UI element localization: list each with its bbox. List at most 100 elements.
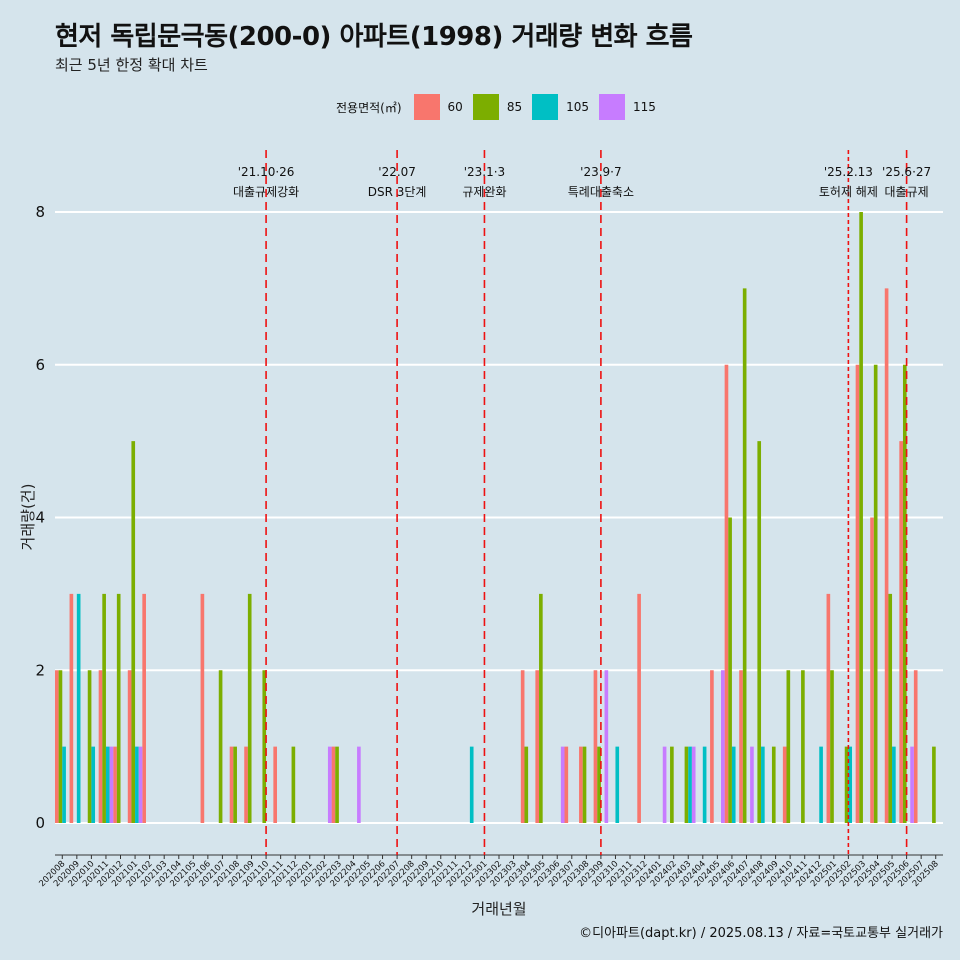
bar-115-202401 xyxy=(662,746,667,823)
legend-item-115: 115 xyxy=(599,94,656,120)
bar-85-202203 xyxy=(335,746,339,823)
y-tick-label: 2 xyxy=(35,661,45,679)
bar-105-202010 xyxy=(91,746,96,823)
bar-60-202203 xyxy=(331,746,336,823)
y-tick-label: 4 xyxy=(35,509,45,527)
bar-85-202506 xyxy=(902,364,907,823)
bar-60-202012 xyxy=(113,746,117,823)
bar-60-202501 xyxy=(826,593,831,823)
event-label-5: 토허제 해제 xyxy=(819,185,878,199)
bar-85-202411 xyxy=(801,670,805,823)
bar-115-202202 xyxy=(327,746,332,823)
bar-85-202011 xyxy=(102,593,106,823)
chart-title: 현저 독립문극동(200-0) 아파트(1998) 거래량 변화 흐름 xyxy=(55,22,693,52)
bar-60-202305 xyxy=(535,670,540,823)
y-tick-label: 0 xyxy=(35,814,45,832)
bar-60-202008 xyxy=(55,670,59,823)
event-label-6: 대출규제 xyxy=(885,185,929,199)
bar-105-202408 xyxy=(761,746,765,823)
bar-60-202109 xyxy=(244,746,248,823)
legend-swatch-60 xyxy=(413,94,440,120)
y-tick-label: 6 xyxy=(35,356,45,374)
bar-85-202502 xyxy=(844,746,849,823)
bar-60-202405 xyxy=(710,670,714,823)
bar-85-202402 xyxy=(670,746,674,823)
bar-60-202312 xyxy=(637,593,641,823)
bar-60-202507 xyxy=(913,670,918,823)
legend-swatch-115 xyxy=(599,94,625,120)
bar-115-202405 xyxy=(721,670,725,823)
event-date-1: '21.10·26 xyxy=(238,165,295,179)
source-caption: ©디아파트(dapt.kr) / 2025.08.13 / 자료=국토교통부 실… xyxy=(579,926,943,941)
bar-115-202407 xyxy=(750,746,754,823)
bar-105-202310 xyxy=(615,746,620,823)
bar-85-202309 xyxy=(597,746,601,823)
bar-85-202504 xyxy=(873,364,878,823)
y-tick-label: 8 xyxy=(35,203,45,221)
event-date-4: '23.9·7 xyxy=(580,165,621,179)
bar-85-202008 xyxy=(58,670,63,823)
chart-subtitle: 최근 5년 한정 확대 차트 xyxy=(55,56,208,74)
bar-60-202009 xyxy=(69,593,74,823)
event-label-1: 대출규제강화 xyxy=(233,185,299,199)
bar-60-202503 xyxy=(855,364,860,823)
bar-85-202112 xyxy=(291,746,296,823)
event-date-5: '25.2.13 xyxy=(824,165,873,179)
event-date-2: '22.07 xyxy=(378,165,416,179)
bar-85-202305 xyxy=(539,593,543,823)
bar-115-202309 xyxy=(604,670,609,823)
legend-label-105: 105 xyxy=(566,100,589,114)
bar-85-202010 xyxy=(87,670,92,823)
bar-85-202308 xyxy=(582,746,587,823)
legend: 전용면적(㎡) 60 85 105 115 xyxy=(336,93,666,121)
bar-105-202404 xyxy=(702,746,707,823)
bar-60-202407 xyxy=(739,670,743,823)
bar-105-202011 xyxy=(105,746,110,823)
bar-60-202102 xyxy=(142,593,146,823)
bar-60-202308 xyxy=(579,746,583,823)
legend-title: 전용면적(㎡) xyxy=(336,100,402,115)
bar-60-202106 xyxy=(200,593,205,823)
event-date-3: '23.1·3 xyxy=(464,165,505,179)
legend-label-60: 60 xyxy=(447,100,463,114)
bar-60-202504 xyxy=(870,517,874,823)
bar-60-202307 xyxy=(564,746,569,823)
bar-85-202012 xyxy=(116,593,121,823)
legend-item-105: 105 xyxy=(532,94,589,120)
x-axis-label: 거래년월 xyxy=(471,900,526,918)
bar-85-202406 xyxy=(728,517,732,823)
bar-105-202403 xyxy=(688,746,692,823)
bar-60-202309 xyxy=(593,670,598,823)
bar-60-202108 xyxy=(229,746,234,823)
bar-85-202109 xyxy=(247,593,252,823)
legend-label-85: 85 xyxy=(506,100,523,114)
bar-105-202101 xyxy=(135,746,139,823)
bar-85-202409 xyxy=(771,746,776,823)
bar-85-202508 xyxy=(932,746,936,823)
bar-85-202110 xyxy=(262,670,267,823)
bar-85-202501 xyxy=(830,670,834,823)
bar-105-202406 xyxy=(731,746,736,823)
bar-60-202101 xyxy=(127,670,132,823)
event-label-2: DSR 3단계 xyxy=(368,185,427,199)
legend-label-115: 115 xyxy=(633,100,656,114)
bar-85-202107 xyxy=(218,670,223,823)
bar-115-202011 xyxy=(109,746,114,823)
bar-105-202009 xyxy=(76,593,81,823)
bar-60-202406 xyxy=(724,364,729,823)
bar-105-202502 xyxy=(848,746,853,823)
legend-swatch-85 xyxy=(472,94,499,120)
bar-60-202111 xyxy=(273,746,277,823)
legend-item-85: 85 xyxy=(472,94,523,120)
bar-105-202212 xyxy=(469,746,474,823)
event-label-3: 규제완화 xyxy=(462,185,506,199)
bar-60-202011 xyxy=(98,670,103,823)
bar-115-202306 xyxy=(560,746,565,823)
bar-105-202008 xyxy=(62,746,66,823)
bar-60-202506 xyxy=(899,441,903,823)
bar-60-202304 xyxy=(520,670,525,823)
bar-115-202506 xyxy=(910,746,914,823)
bar-60-202505 xyxy=(884,288,889,823)
bar-85-202101 xyxy=(131,441,136,823)
bar-85-202403 xyxy=(684,746,689,823)
